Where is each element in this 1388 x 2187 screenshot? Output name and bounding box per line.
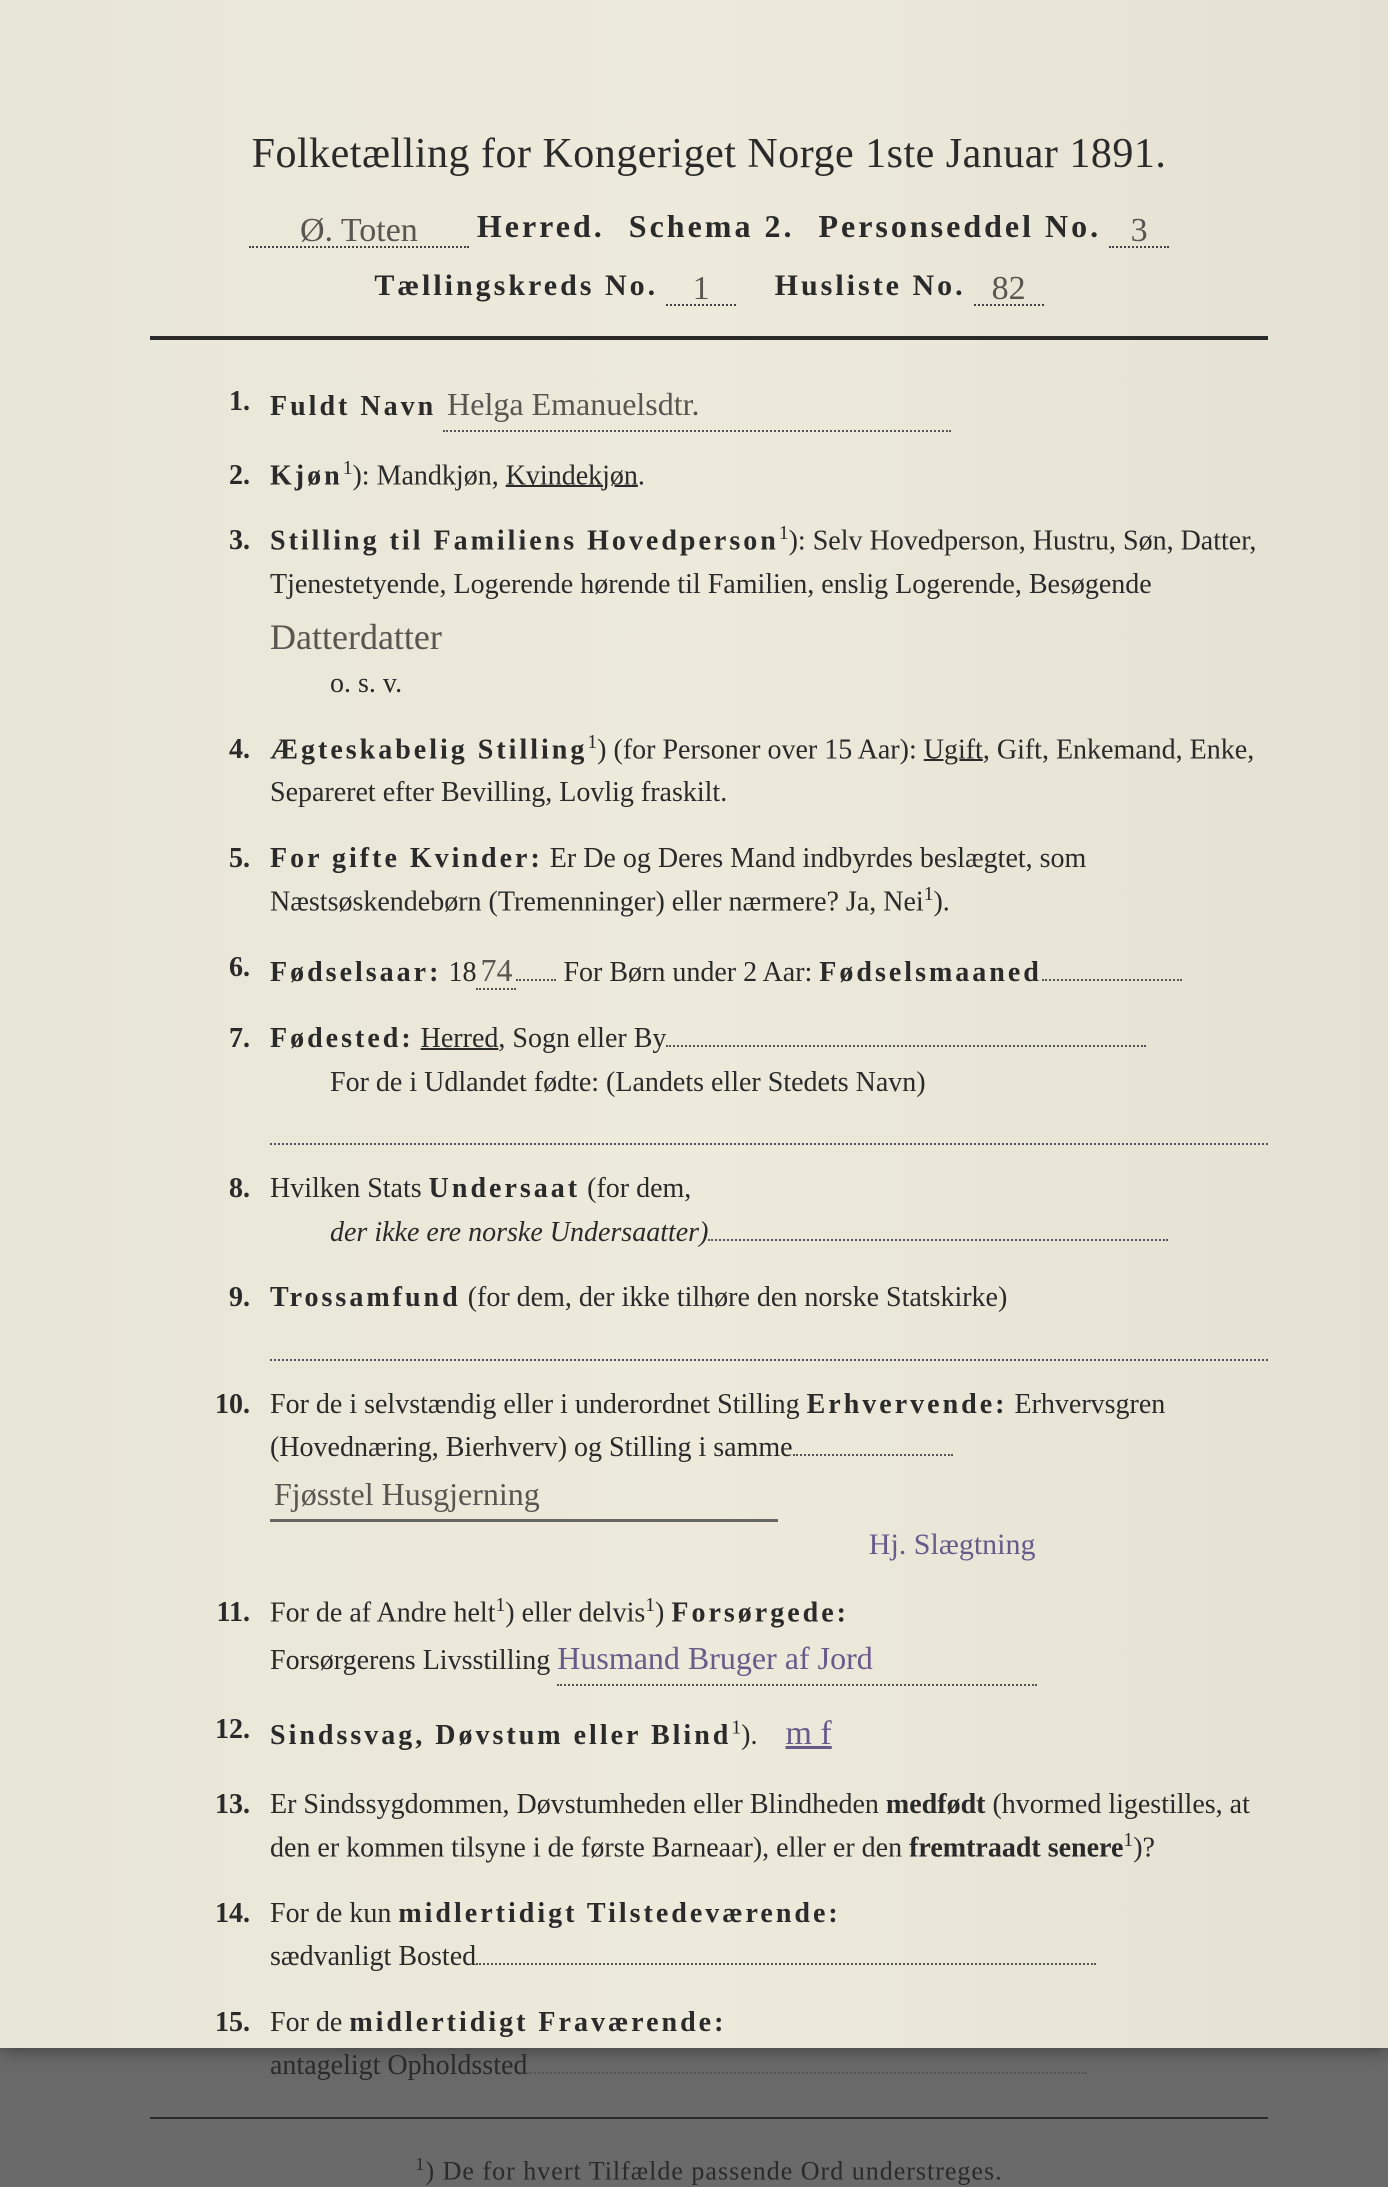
label: Erhvervende: — [807, 1389, 1008, 1420]
osv: o. s. v. — [270, 662, 1268, 705]
item-body: Stilling til Familiens Hovedperson1): Se… — [270, 519, 1268, 705]
schema-label: Schema 2. — [629, 208, 795, 245]
footnote: 1) De for hvert Tilfælde passende Ord un… — [150, 2154, 1268, 2187]
form-header: Folketælling for Kongeriget Norge 1ste J… — [150, 130, 1268, 306]
husliste-label: Husliste No. — [775, 269, 966, 303]
item-number: 7. — [180, 1017, 270, 1060]
item-body: Fødested: Herred, Sogn eller By For de i… — [270, 1017, 1268, 1145]
label: Fødested: — [270, 1023, 414, 1054]
personseddel-label: Personseddel No. — [818, 208, 1101, 245]
item-body: For de i selvstændig eller i underordnet… — [270, 1383, 1268, 1569]
item-body: Hvilken Stats Undersaat (for dem, der ik… — [270, 1167, 1268, 1254]
item-3: 3. Stilling til Familiens Hovedperson1):… — [180, 519, 1268, 705]
item-10: 10. For de i selvstændig eller i underor… — [180, 1383, 1268, 1569]
item-number: 15. — [180, 2001, 270, 2044]
item-number: 12. — [180, 1708, 270, 1751]
selected-sex: Kvindekjøn — [506, 460, 638, 491]
item-12: 12. Sindssvag, Døvstum eller Blind1). m … — [180, 1708, 1268, 1761]
occupation-value: Fjøsstel Husgjerning — [270, 1470, 778, 1523]
label: Sindssvag, Døvstum eller Blind — [270, 1720, 731, 1751]
item-number: 1. — [180, 380, 270, 423]
item-number: 2. — [180, 454, 270, 497]
kreds-field: 1 — [666, 266, 736, 306]
header-rule — [150, 336, 1268, 340]
name-value: Helga Emanuelsdtr. — [443, 380, 951, 432]
item-body: For de midlertidigt Fraværende: antageli… — [270, 2001, 1268, 2088]
birth-year: 74 — [476, 952, 516, 990]
label: midlertidigt Tilstedeværende: — [398, 1898, 840, 1929]
header-line-2: Tællingskreds No. 1 Husliste No. 82 — [150, 266, 1268, 306]
item-body: Er Sindssygdommen, Døvstumheden eller Bl… — [270, 1783, 1268, 1870]
label: Trossamfund — [270, 1282, 461, 1313]
item-number: 8. — [180, 1167, 270, 1210]
item-6: 6. Fødselsaar: 1874 For Børn under 2 Aar… — [180, 946, 1268, 996]
form-items: 1. Fuldt Navn Helga Emanuelsdtr. 2. Kjøn… — [150, 380, 1268, 2087]
item-body: Kjøn1): Mandkjøn, Kvindekjøn. — [270, 454, 1268, 498]
marital-status: Ugift — [924, 734, 983, 765]
item-number: 4. — [180, 728, 270, 771]
item-body: For de af Andre helt1) eller delvis1) Fo… — [270, 1591, 1268, 1686]
header-line-1: Ø. Toten Herred. Schema 2. Personseddel … — [150, 208, 1268, 248]
item-11: 11. For de af Andre helt1) eller delvis1… — [180, 1591, 1268, 1686]
foreign-born-label: For de i Udlandet fødte: (Landets eller … — [270, 1061, 1268, 1104]
item-body: For de kun midlertidigt Tilstedeværende:… — [270, 1892, 1268, 1979]
herred-field: Ø. Toten — [249, 208, 469, 248]
item-15: 15. For de midlertidigt Fraværende: anta… — [180, 2001, 1268, 2088]
husliste-field: 82 — [974, 266, 1044, 306]
label: Forsørgede: — [671, 1597, 849, 1628]
personseddel-field: 3 — [1109, 208, 1169, 248]
relation-value: Datterdatter — [270, 617, 442, 657]
item-1: 1. Fuldt Navn Helga Emanuelsdtr. — [180, 380, 1268, 432]
form-title: Folketælling for Kongeriget Norge 1ste J… — [150, 130, 1268, 178]
item-14: 14. For de kun midlertidigt Tilstedevære… — [180, 1892, 1268, 1979]
footer-rule — [150, 2117, 1268, 2119]
item-body: Trossamfund (for dem, der ikke tilhøre d… — [270, 1276, 1268, 1361]
item-number: 13. — [180, 1783, 270, 1826]
item-4: 4. Ægteskabelig Stilling1) (for Personer… — [180, 728, 1268, 815]
item-number: 9. — [180, 1276, 270, 1319]
item-5: 5. For gifte Kvinder: Er De og Deres Man… — [180, 837, 1268, 924]
herred-label: Herred. — [477, 208, 605, 245]
item-8: 8. Hvilken Stats Undersaat (for dem, der… — [180, 1167, 1268, 1254]
item-number: 10. — [180, 1383, 270, 1426]
item-body: Ægteskabelig Stilling1) (for Personer ov… — [270, 728, 1268, 815]
item-body: Fuldt Navn Helga Emanuelsdtr. — [270, 380, 1268, 432]
census-form-page: Folketælling for Kongeriget Norge 1ste J… — [0, 0, 1388, 2048]
item-body: Fødselsaar: 1874 For Børn under 2 Aar: F… — [270, 946, 1268, 996]
label: Fødselsaar: — [270, 957, 441, 988]
item-13: 13. Er Sindssygdommen, Døvstumheden elle… — [180, 1783, 1268, 1870]
item-number: 6. — [180, 946, 270, 989]
label: Ægteskabelig Stilling — [270, 734, 587, 765]
disability-note: m f — [785, 1715, 831, 1752]
label: Fuldt Navn — [270, 391, 436, 422]
birthplace-type: Herred — [421, 1023, 499, 1054]
item-body: Sindssvag, Døvstum eller Blind1). m f — [270, 1708, 1268, 1761]
label: midlertidigt Fraværende: — [349, 2007, 726, 2038]
item-7: 7. Fødested: Herred, Sogn eller By For d… — [180, 1017, 1268, 1145]
label: Kjøn — [270, 460, 343, 491]
item-number: 14. — [180, 1892, 270, 1935]
label: For gifte Kvinder: — [270, 843, 543, 874]
label: Undersaat — [429, 1173, 580, 1204]
item-body: For gifte Kvinder: Er De og Deres Mand i… — [270, 837, 1268, 924]
item-number: 3. — [180, 519, 270, 562]
label: Stilling til Familiens Hovedperson — [270, 526, 779, 557]
kreds-label: Tællingskreds No. — [374, 269, 658, 303]
item-2: 2. Kjøn1): Mandkjøn, Kvindekjøn. — [180, 454, 1268, 498]
occupation-note: Hj. Slægtning — [869, 1528, 1036, 1561]
item-9: 9. Trossamfund (for dem, der ikke tilhør… — [180, 1276, 1268, 1361]
item-number: 11. — [180, 1591, 270, 1634]
provider-value: Husmand Bruger af Jord — [557, 1634, 1037, 1686]
item-number: 5. — [180, 837, 270, 880]
